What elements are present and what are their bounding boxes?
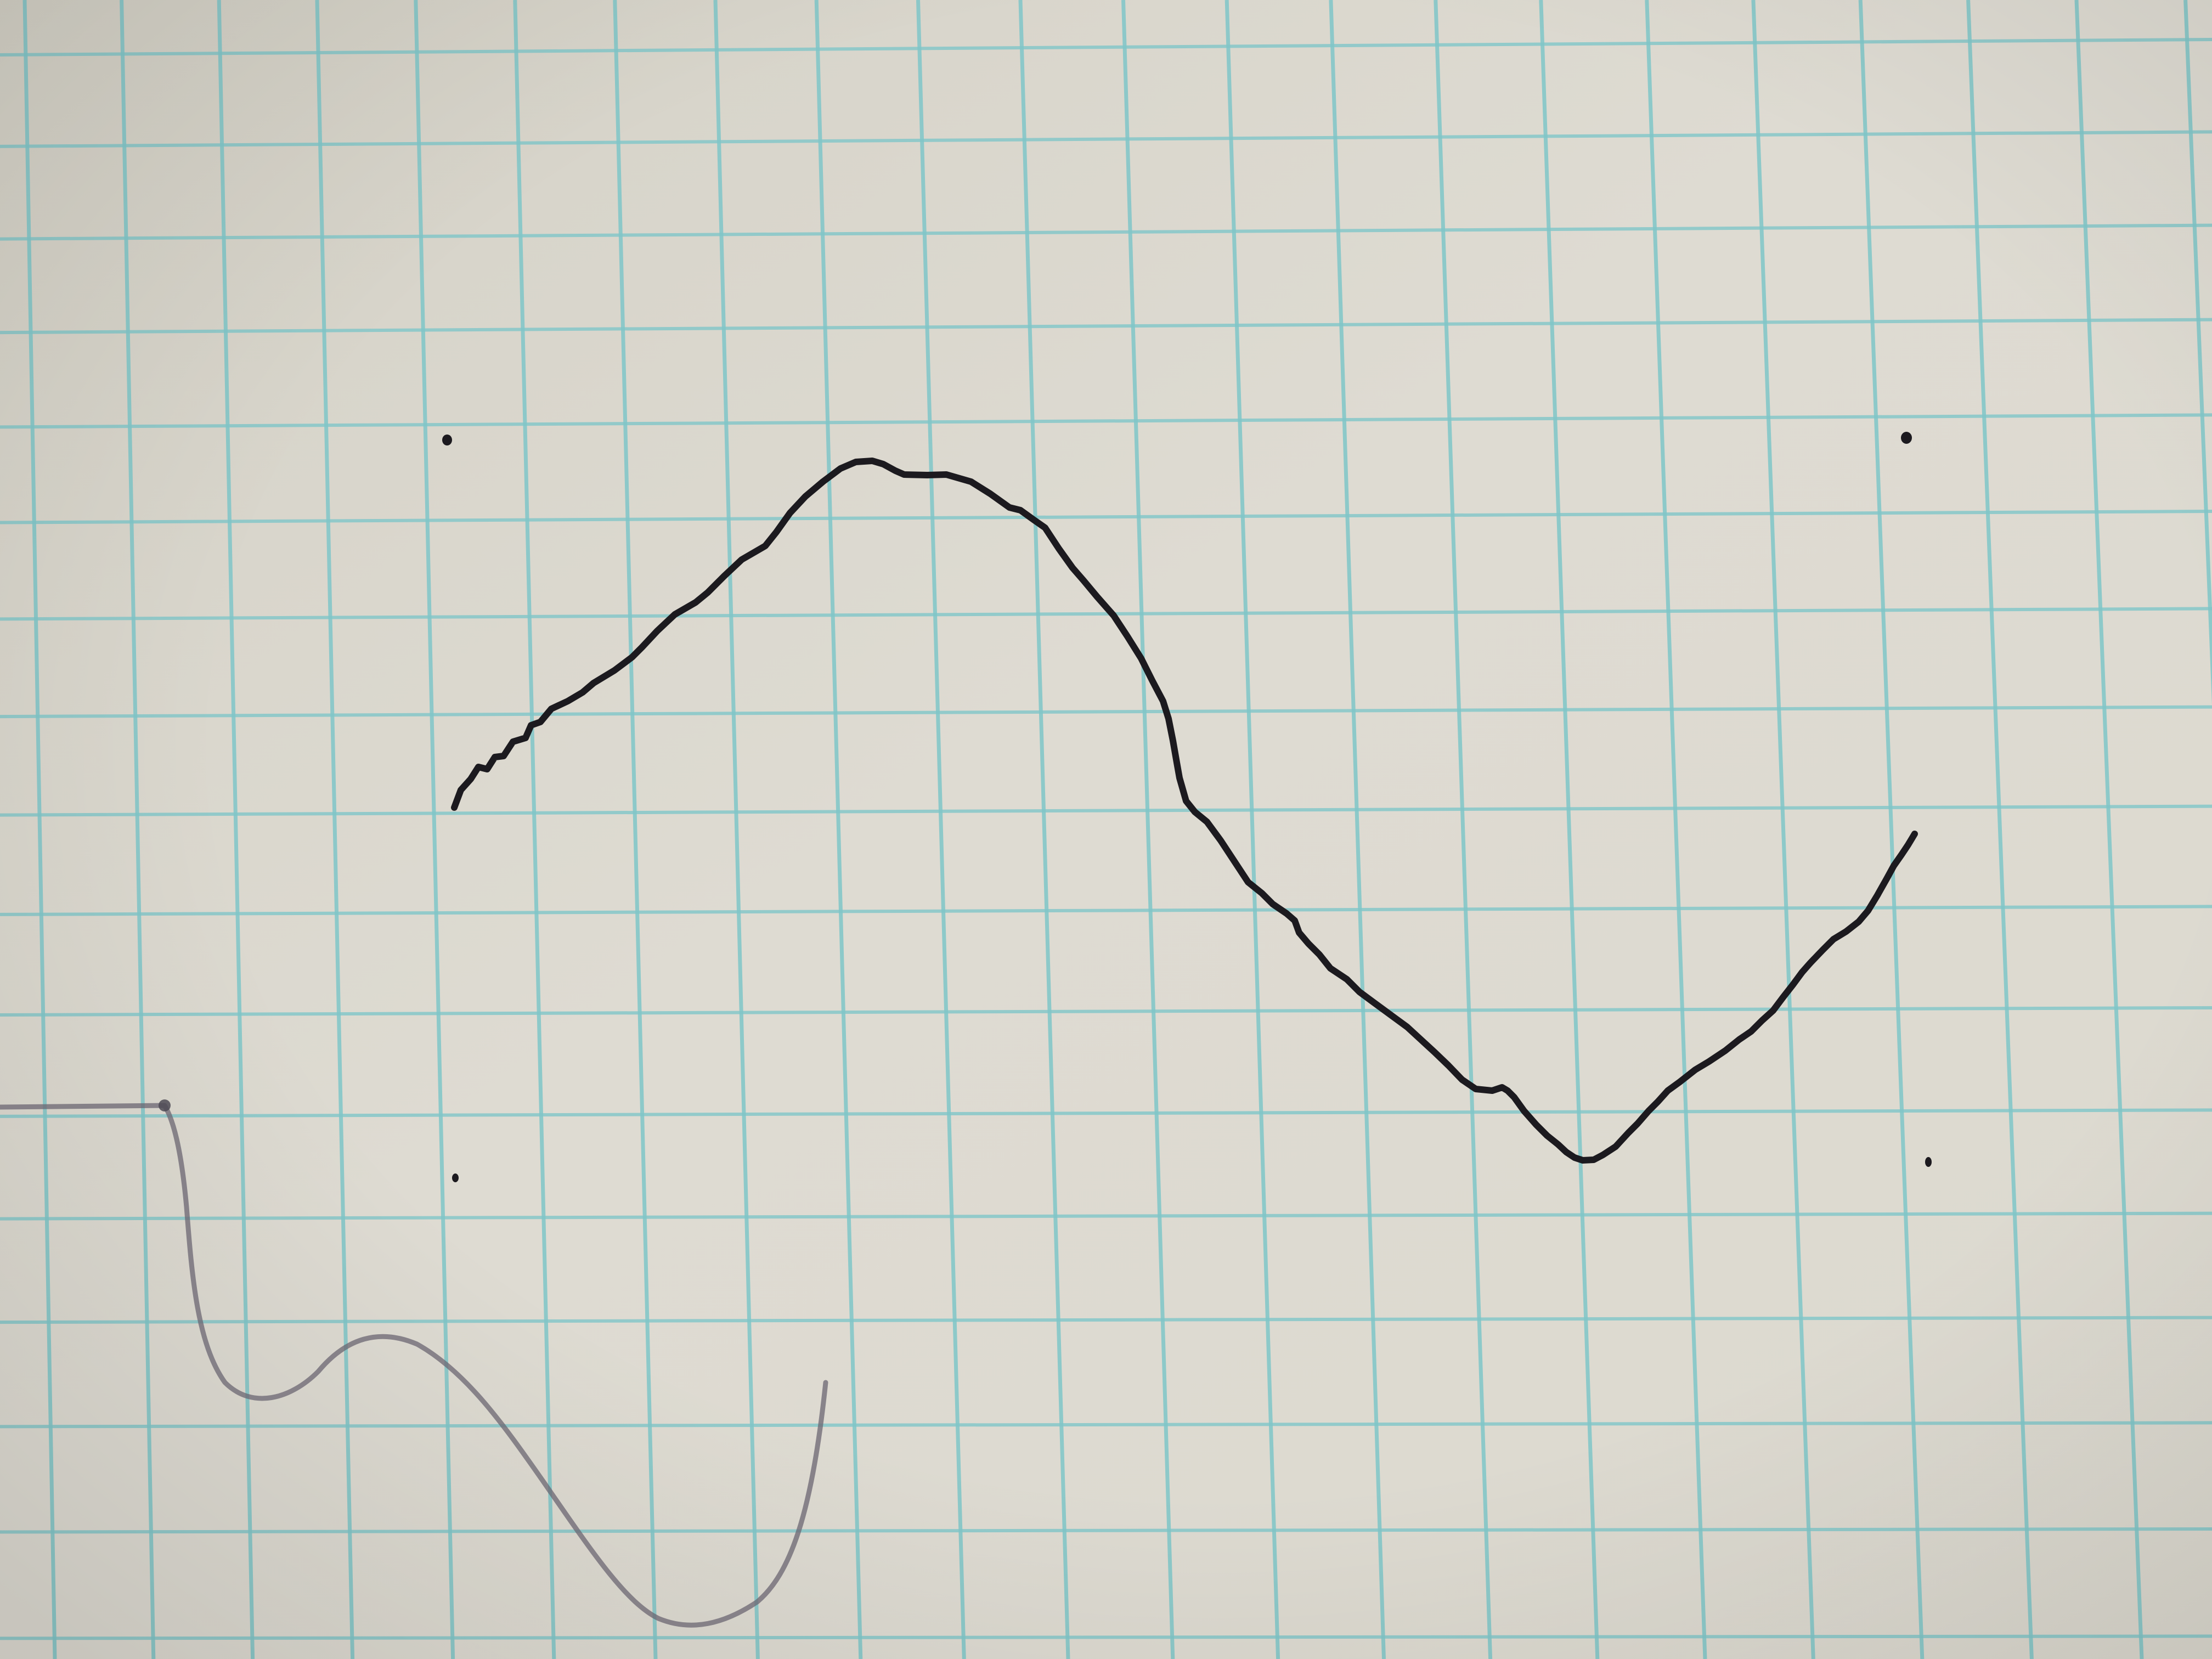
ink-dot-top-left	[442, 435, 452, 445]
pencil-curve	[0, 1103, 828, 1628]
ink-dot-bottom-right	[1925, 1157, 1932, 1167]
ink-sine-curve	[451, 458, 1918, 1164]
ink-dot-top-right	[1901, 432, 1912, 444]
pencil-dot	[159, 1099, 171, 1111]
ink-dot-bottom-left	[452, 1173, 459, 1182]
